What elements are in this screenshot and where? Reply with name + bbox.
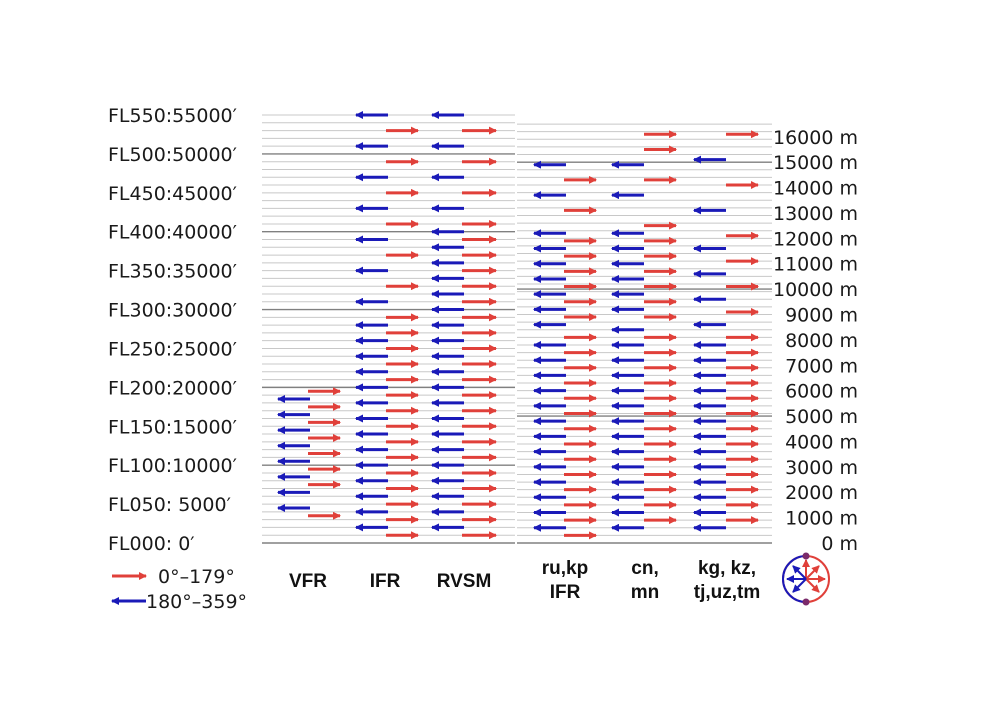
metre-label: 2000 m [785,482,858,504]
metre-scale-labels: 16000 m 15000 m 14000 m 13000 m 12000 m 11000… [773,127,858,555]
central-asia-column-label-line2: tj,uz,tm [694,582,761,603]
feet-label: FL350:35000′ [108,261,237,283]
metre-label: 9000 m [785,304,858,326]
vfr-column-label: VFR [289,571,327,592]
feet-label: FL400:40000′ [108,222,237,244]
metre-label: 10000 m [773,279,858,301]
metre-label: 6000 m [785,381,858,403]
metre-label: 15000 m [773,152,858,174]
metre-label: 11000 m [773,254,858,276]
cruising-level-arrows [277,111,759,540]
central-asia-column-label-line1: kg, kz, [698,558,756,579]
ru-kp-column-label-line2: IFR [550,582,581,603]
legend-east-text: 0°–179° [158,566,235,588]
legend-west-text: 180°–359° [146,591,247,613]
metre-label: 7000 m [785,355,858,377]
metre-label: 5000 m [785,406,858,428]
feet-gridlines [262,114,515,544]
metre-label: 1000 m [785,508,858,530]
compass-rose-icon [782,552,830,606]
feet-label: FL050: 5000′ [108,494,231,516]
metre-gridlines [517,123,772,544]
cn-mn-column-label-line2: mn [631,582,660,603]
feet-label: FL300:30000′ [108,300,237,322]
feet-label: FL100:10000′ [108,455,237,477]
ru-kp-column-label-line1: ru,kp [542,558,588,579]
metre-label: 14000 m [773,178,858,200]
metre-label: 4000 m [785,431,858,453]
feet-label: FL550:55000′ [108,105,237,127]
feet-scale-labels: FL550:55000′ FL500:50000′ FL450:45000′ FL40… [108,105,237,555]
metre-label: 13000 m [773,203,858,225]
feet-label: FL150:15000′ [108,416,237,438]
cn-mn-column-label-line1: cn, [631,558,658,579]
metre-label: 8000 m [785,330,858,352]
metre-label: 3000 m [785,457,858,479]
feet-label: FL200:20000′ [108,377,237,399]
feet-label: FL450:45000′ [108,183,237,205]
feet-label: FL500:50000′ [108,144,237,166]
feet-label: FL000: 0′ [108,533,195,555]
metre-label: 12000 m [773,228,858,250]
metre-label: 0 m [821,533,858,555]
metre-label: 16000 m [773,127,858,149]
feet-label: FL250:25000′ [108,338,237,360]
rvsm-column-label: RVSM [437,571,492,592]
legend: 0°–179° 180°–359° [111,566,247,613]
ifr-column-label: IFR [370,571,401,592]
